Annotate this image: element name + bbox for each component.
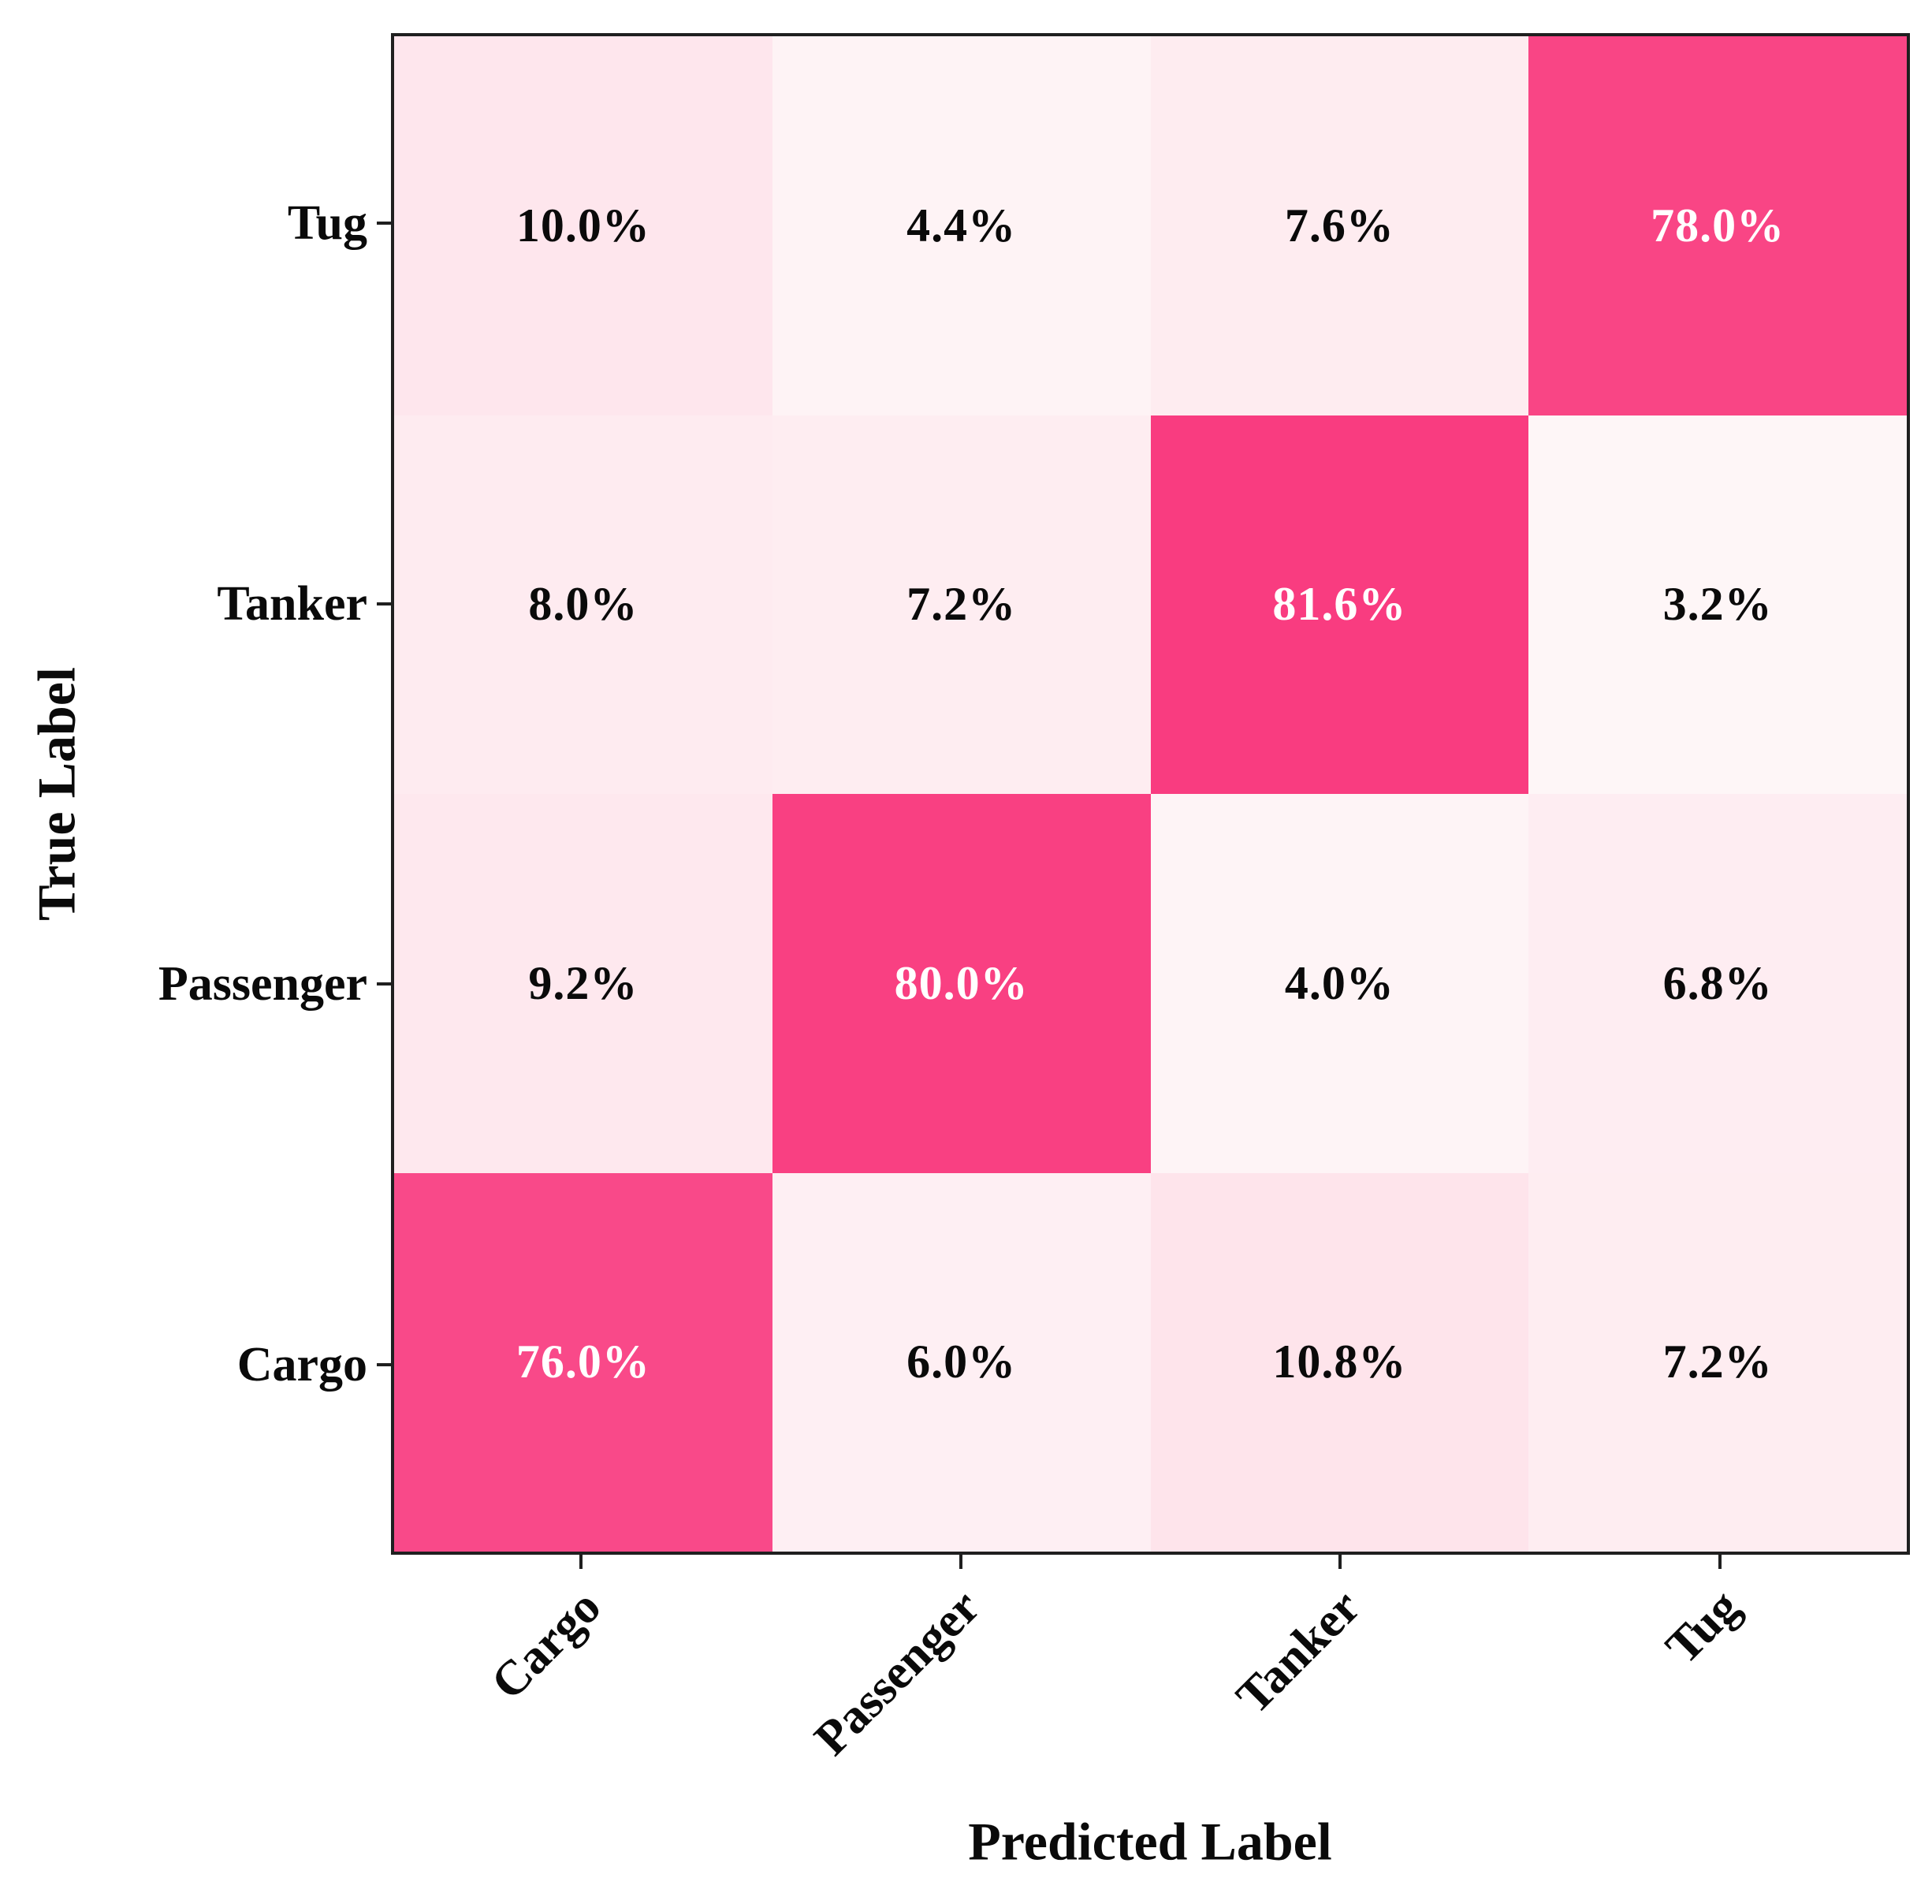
cell-value-label: 9.2% bbox=[528, 956, 638, 1009]
cell-value-label: 8.0% bbox=[528, 578, 638, 631]
cell-value-label: 7.6% bbox=[1284, 199, 1394, 252]
y-axis-title: True Label bbox=[26, 667, 87, 921]
x-axis-tick bbox=[579, 1555, 583, 1569]
cell-true-tug-pred-cargo: 10.0% bbox=[394, 36, 772, 415]
cell-value-label: 81.6% bbox=[1272, 578, 1407, 631]
cell-value-label: 4.0% bbox=[1284, 956, 1394, 1009]
cell-value-label: 10.0% bbox=[516, 199, 650, 252]
xtick-label-tanker: Tanker bbox=[1226, 1579, 1371, 1724]
ytick-label-passenger: Passenger bbox=[158, 957, 367, 1012]
x-axis-tick bbox=[1718, 1555, 1722, 1569]
cell-true-tug-pred-passenger: 4.4% bbox=[772, 36, 1151, 415]
cell-true-tanker-pred-cargo: 8.0% bbox=[394, 415, 772, 794]
cell-true-tug-pred-tug: 78.0% bbox=[1528, 36, 1907, 415]
cell-value-label: 3.2% bbox=[1662, 578, 1773, 631]
x-axis-title: Predicted Label bbox=[968, 1811, 1332, 1872]
cell-value-label: 78.0% bbox=[1651, 199, 1785, 252]
y-axis-tick bbox=[377, 1362, 391, 1366]
cell-value-label: 6.0% bbox=[906, 1336, 1017, 1388]
cell-true-tanker-pred-tug: 3.2% bbox=[1528, 415, 1907, 794]
ytick-label-tug: Tug bbox=[287, 196, 367, 251]
cell-value-label: 7.2% bbox=[1662, 1336, 1773, 1388]
y-axis-tick bbox=[377, 222, 391, 225]
xtick-label-cargo: Cargo bbox=[480, 1579, 611, 1710]
ytick-label-tanker: Tanker bbox=[217, 576, 367, 631]
cell-true-passenger-pred-tug: 6.8% bbox=[1528, 794, 1907, 1173]
cell-value-label: 7.2% bbox=[906, 578, 1017, 631]
cell-value-label: 76.0% bbox=[516, 1336, 650, 1388]
y-axis-tick bbox=[377, 602, 391, 605]
cell-true-passenger-pred-passenger: 80.0% bbox=[772, 794, 1151, 1173]
cell-true-tanker-pred-tanker: 81.6% bbox=[1150, 415, 1529, 794]
cell-true-passenger-pred-tanker: 4.0% bbox=[1150, 794, 1529, 1173]
x-axis-tick bbox=[959, 1555, 962, 1569]
cell-value-label: 4.4% bbox=[906, 199, 1017, 252]
xtick-label-passenger: Passenger bbox=[804, 1579, 991, 1766]
ytick-label-cargo: Cargo bbox=[236, 1337, 367, 1392]
heatmap-grid: 10.0% 4.4% 7.6% 78.0% 8.0% 7.2% 81.6% 3.2% 9.2% 8… bbox=[391, 33, 1910, 1555]
cell-true-passenger-pred-cargo: 9.2% bbox=[394, 794, 772, 1173]
cell-true-tug-pred-tanker: 7.6% bbox=[1150, 36, 1529, 415]
cell-true-cargo-pred-cargo: 76.0% bbox=[394, 1172, 772, 1552]
xtick-label-tug: Tug bbox=[1655, 1579, 1751, 1675]
cell-true-tanker-pred-passenger: 7.2% bbox=[772, 415, 1151, 794]
x-axis-tick bbox=[1338, 1555, 1342, 1569]
y-axis-tick bbox=[377, 982, 391, 986]
cell-value-label: 80.0% bbox=[894, 956, 1029, 1009]
cell-value-label: 10.8% bbox=[1272, 1336, 1407, 1388]
cell-true-cargo-pred-tug: 7.2% bbox=[1528, 1172, 1907, 1552]
cell-true-cargo-pred-tanker: 10.8% bbox=[1150, 1172, 1529, 1552]
cell-true-cargo-pred-passenger: 6.0% bbox=[772, 1172, 1151, 1552]
cell-value-label: 6.8% bbox=[1662, 956, 1773, 1009]
